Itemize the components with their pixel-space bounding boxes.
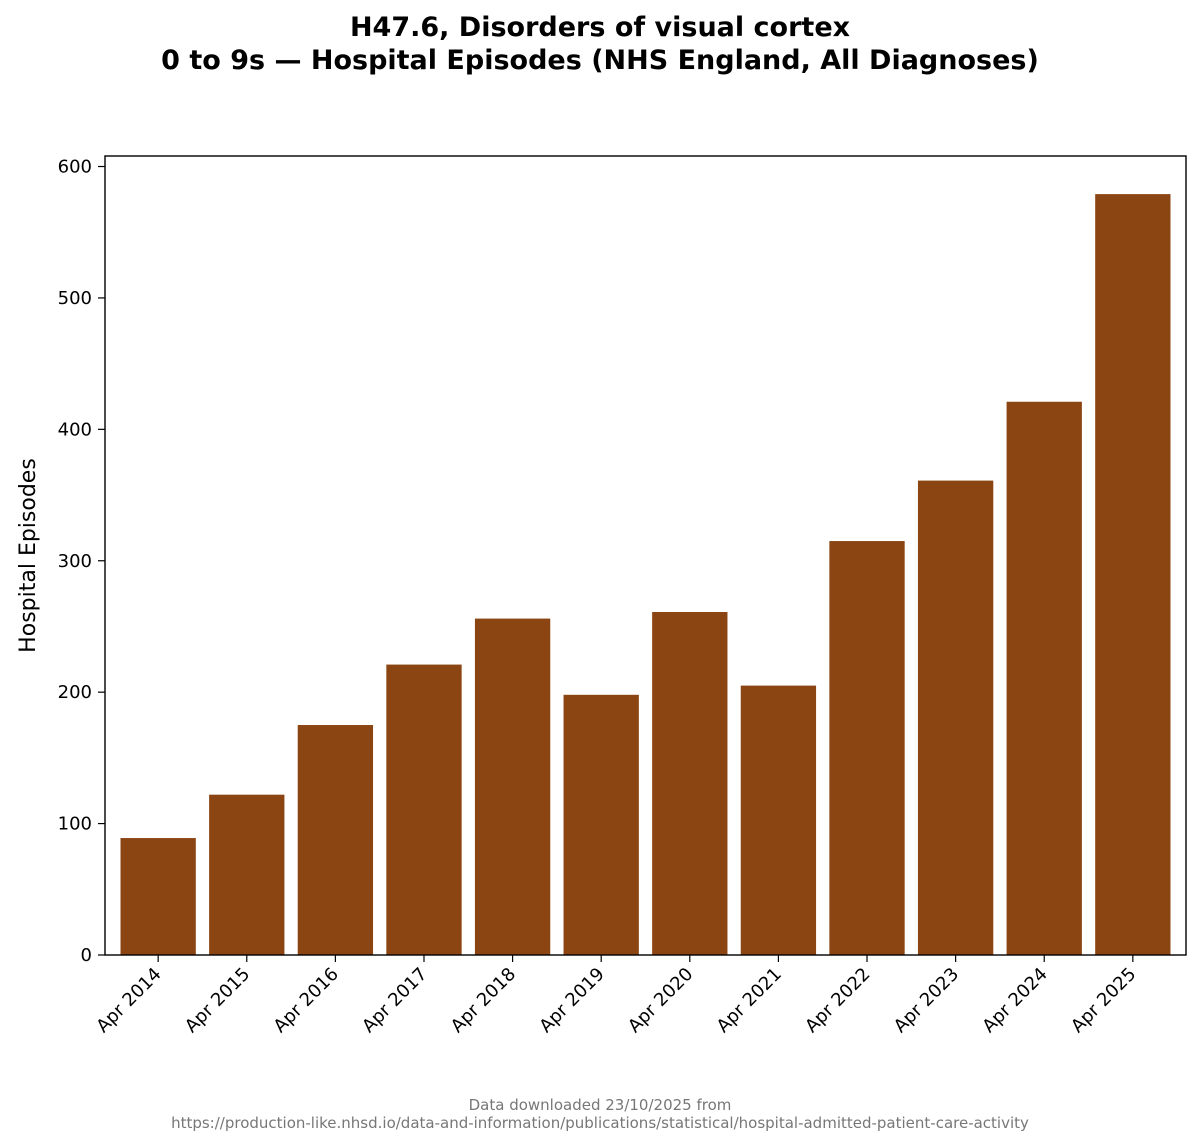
bar-apr-2021 xyxy=(740,685,817,955)
bar-apr-2020 xyxy=(652,612,728,955)
footnote-line2: https://production-like.nhsd.io/data-and… xyxy=(171,1114,1029,1132)
bar-apr-2019 xyxy=(563,694,639,955)
x-tick-label: Apr 2025 xyxy=(1067,964,1140,1037)
y-tick-label: 400 xyxy=(58,419,92,440)
bar-apr-2016 xyxy=(297,725,374,955)
x-tick-label: Apr 2021 xyxy=(713,964,786,1037)
x-tick-label: Apr 2018 xyxy=(447,964,520,1037)
y-tick-label: 0 xyxy=(81,945,92,966)
bar-apr-2017 xyxy=(386,664,462,955)
x-tick-label: Apr 2019 xyxy=(535,964,608,1037)
x-tick-label: Apr 2020 xyxy=(624,964,697,1037)
bar-apr-2022 xyxy=(829,541,905,955)
chart-title-line1: H47.6, Disorders of visual cortex xyxy=(349,12,851,43)
x-tick-label: Apr 2017 xyxy=(358,964,431,1037)
x-tick-label: Apr 2022 xyxy=(801,964,874,1037)
bar-apr-2018 xyxy=(474,618,551,955)
y-tick-label: 100 xyxy=(58,814,92,835)
x-tick-label: Apr 2016 xyxy=(270,964,343,1037)
y-tick-label: 600 xyxy=(58,157,92,178)
x-tick-label: Apr 2023 xyxy=(890,964,963,1037)
bar-apr-2024 xyxy=(1006,401,1082,955)
y-tick-label: 200 xyxy=(58,682,92,703)
x-tick-label: Apr 2014 xyxy=(92,964,165,1037)
bar-apr-2025 xyxy=(1095,194,1171,955)
x-tick-label: Apr 2024 xyxy=(978,964,1051,1037)
plot-frame xyxy=(104,155,1187,956)
bar-apr-2023 xyxy=(917,480,994,955)
bar-apr-2015 xyxy=(209,794,285,955)
x-tick-label: Apr 2015 xyxy=(181,964,254,1037)
chart-title-line2: 0 to 9s — Hospital Episodes (NHS England… xyxy=(161,45,1039,76)
footnote-line1: Data downloaded 23/10/2025 from xyxy=(468,1096,732,1114)
bar-apr-2014 xyxy=(120,838,196,955)
y-tick-label: 300 xyxy=(58,551,92,572)
y-tick-label: 500 xyxy=(58,288,92,309)
y-axis-label: Hospital Episodes xyxy=(16,458,41,653)
